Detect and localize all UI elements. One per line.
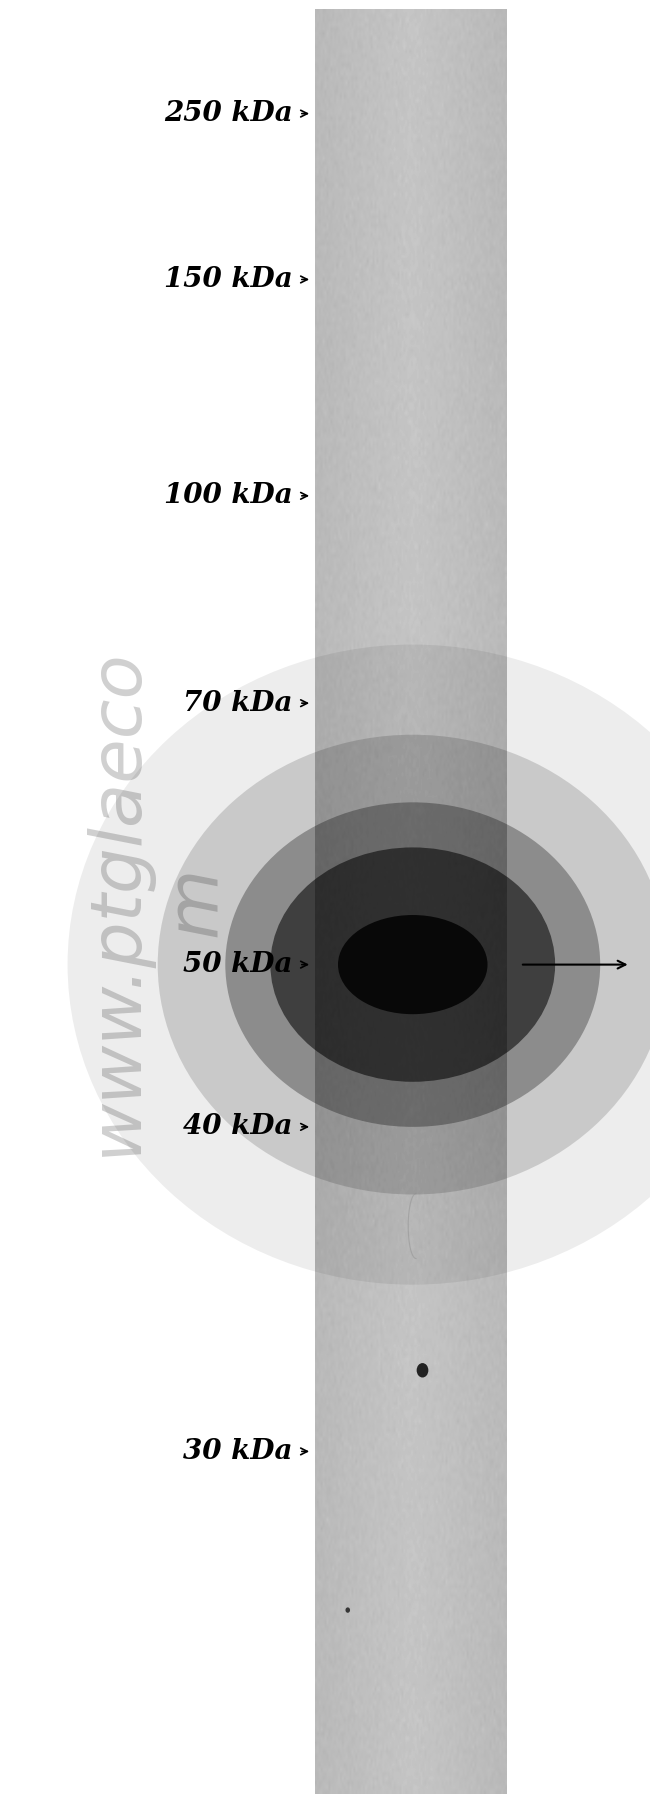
Text: 250 kDa: 250 kDa (164, 101, 292, 126)
Ellipse shape (270, 847, 555, 1082)
Text: 40 kDa: 40 kDa (183, 1114, 292, 1139)
Text: www.ptglaeco
m: www.ptglaeco m (82, 647, 230, 1156)
Ellipse shape (417, 1363, 428, 1377)
Bar (315, 9, 507, 1794)
Text: 30 kDa: 30 kDa (183, 1439, 292, 1464)
Ellipse shape (68, 644, 650, 1284)
Ellipse shape (346, 1608, 350, 1612)
Ellipse shape (338, 914, 488, 1013)
Text: 100 kDa: 100 kDa (164, 483, 292, 508)
Ellipse shape (158, 736, 650, 1194)
Text: 70 kDa: 70 kDa (183, 691, 292, 716)
Text: 150 kDa: 150 kDa (164, 267, 292, 292)
Text: 50 kDa: 50 kDa (183, 952, 292, 977)
Ellipse shape (226, 802, 600, 1127)
